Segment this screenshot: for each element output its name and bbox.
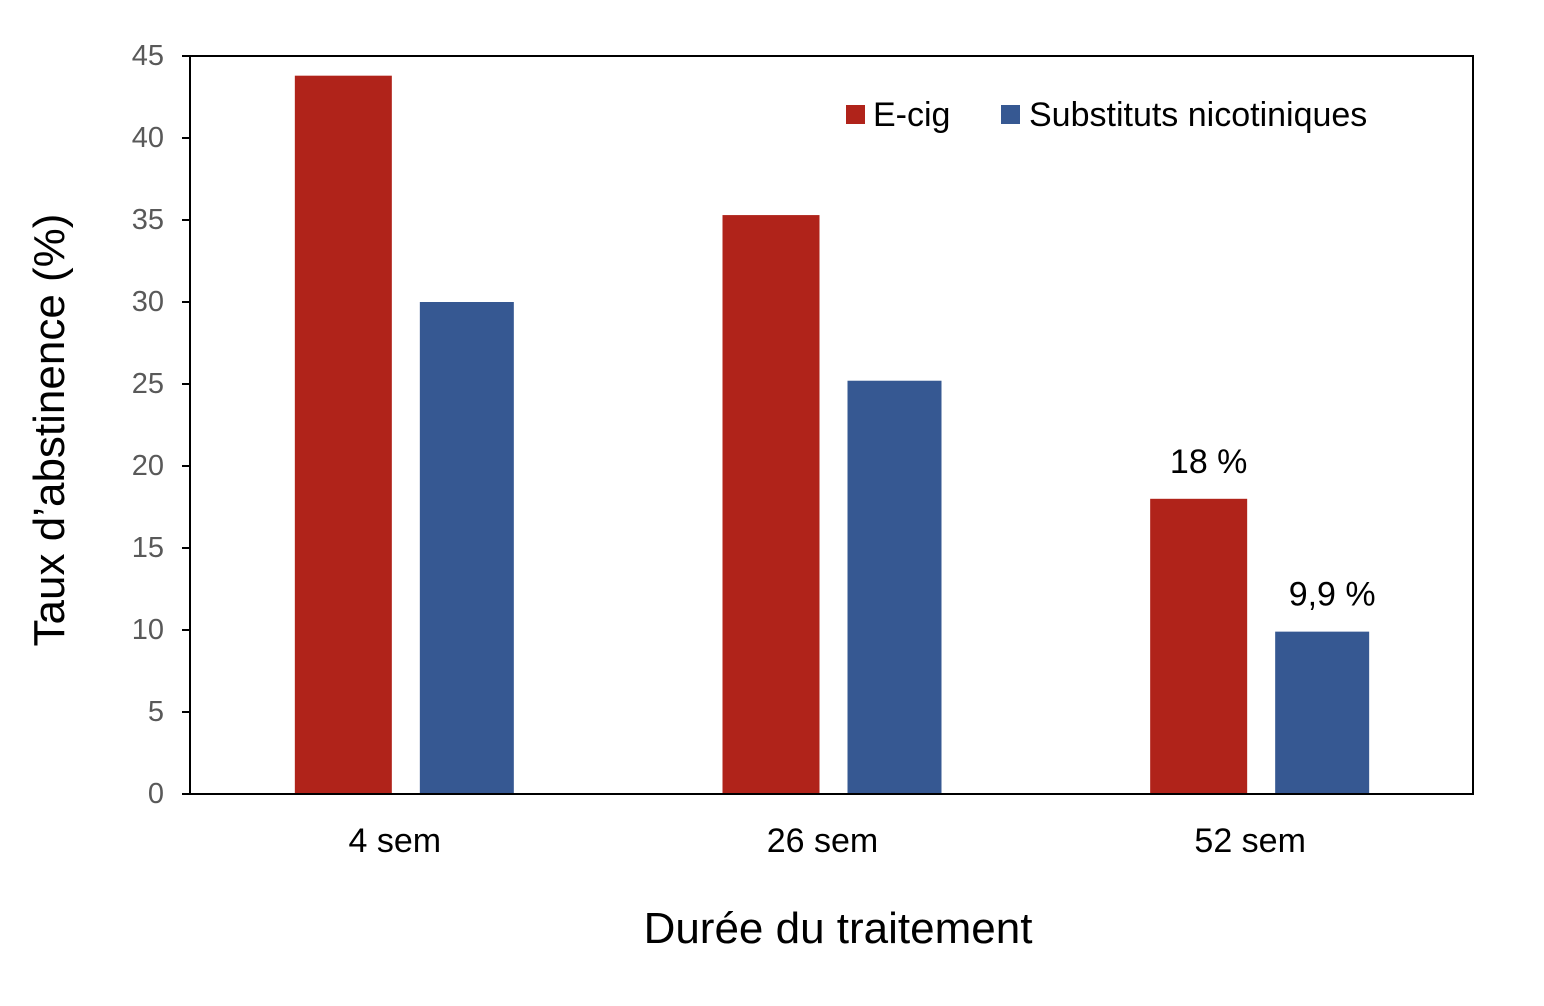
bar-ecig-2: [722, 215, 820, 794]
data-labels-group: 18 % 9,9 %: [1170, 443, 1376, 614]
bars-group: [294, 75, 1370, 795]
x-category-label: 52 sem: [1194, 822, 1306, 860]
bar-substituts-1: [419, 302, 514, 794]
y-tick-label: 5: [148, 696, 164, 728]
x-axis: 4 sem 26 sem 52 sem: [349, 822, 1306, 860]
x-category-label: 26 sem: [767, 822, 879, 860]
bar-substituts-3: [1275, 631, 1370, 794]
legend: E-cig Substituts nicotiniques: [846, 96, 1367, 134]
y-axis: 0 5 10 15 20 25 30 35 40 45: [132, 40, 190, 810]
y-tick-label: 45: [132, 40, 164, 72]
y-tick-label: 15: [132, 532, 164, 564]
x-axis-title: Durée du traitement: [644, 904, 1033, 953]
y-tick-label: 0: [148, 778, 164, 810]
bar-substituts-2: [847, 380, 942, 794]
y-tick-label: 25: [132, 368, 164, 400]
bar-ecig-1: [294, 75, 392, 795]
data-label: 9,9 %: [1289, 576, 1376, 614]
x-category-label: 4 sem: [349, 822, 442, 860]
y-tick-label: 35: [132, 204, 164, 236]
y-tick-label: 40: [132, 122, 164, 154]
y-axis-title: Taux d’abstinence (%): [25, 214, 74, 647]
legend-label-ecig: E-cig: [873, 96, 950, 134]
data-label: 18 %: [1170, 443, 1248, 481]
plot-frame: [189, 55, 1474, 795]
y-tick-label: 30: [132, 286, 164, 318]
y-tick-label: 20: [132, 450, 164, 482]
legend-label-substituts: Substituts nicotiniques: [1029, 96, 1367, 134]
y-tick-label: 10: [132, 614, 164, 646]
legend-swatch-substituts: [1001, 105, 1020, 124]
bar-ecig-3: [1150, 498, 1248, 794]
legend-swatch-ecig: [846, 105, 865, 124]
